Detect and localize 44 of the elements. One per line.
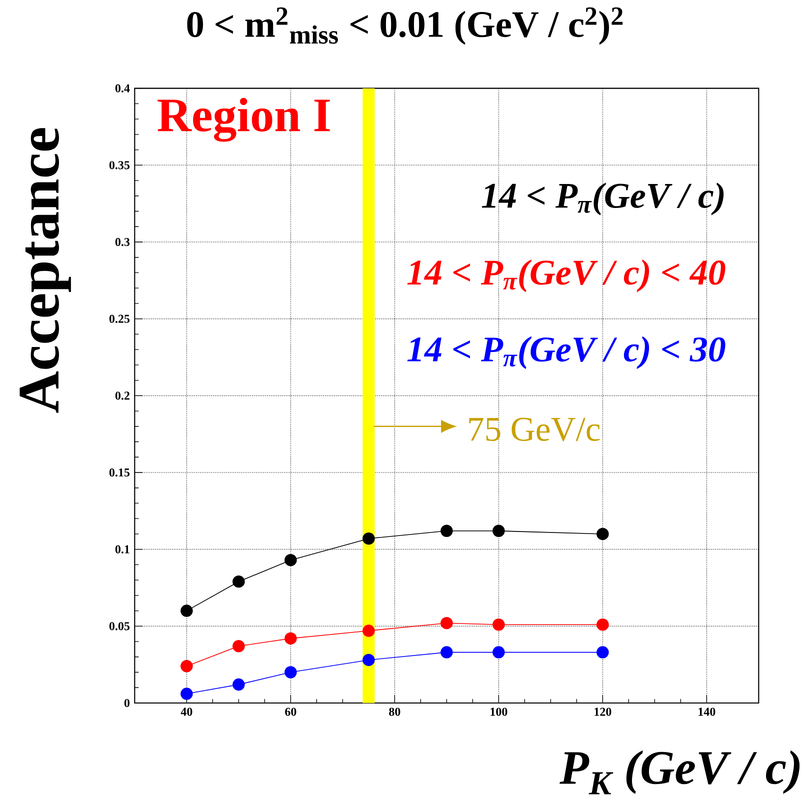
chart-title: 0 < m$^{2}$$_{miss}$ < 0.01 (GeV / c$^{2}$)$^{2}$ — [187, 7, 623, 45]
point — [232, 678, 245, 691]
point — [362, 654, 375, 666]
x-axis-title: P$_{K}$ (GeV / c) — [560, 750, 800, 794]
point — [440, 524, 453, 538]
point — [232, 640, 245, 652]
y-tick-label: 0.05 — [109, 622, 130, 630]
y-axis-title: Acceptance — [20, 128, 71, 413]
x-tick-label: 40 — [180, 708, 192, 716]
text: 14 < P$_{π}$(GeV / c) — [482, 182, 724, 216]
point — [284, 666, 297, 678]
y-tick-label: 0.1 — [115, 545, 130, 554]
x-tick-label: 60 — [285, 708, 296, 716]
x-tick-label: 100 — [490, 708, 508, 716]
point — [492, 618, 505, 631]
y-tick-label: 0.25 — [109, 314, 130, 323]
point — [284, 554, 297, 566]
point — [440, 616, 453, 630]
y-tick-label: 0.4 — [115, 84, 130, 92]
point — [492, 524, 505, 538]
point — [180, 604, 193, 617]
ref-line-label: 75 GeV/c — [469, 418, 600, 442]
point — [596, 646, 609, 658]
y-tick-label: 0.3 — [115, 238, 130, 246]
y-tick-label: 0.2 — [115, 392, 130, 400]
text: 14 < P$_{π}$(GeV / c) < 40 — [407, 259, 726, 292]
x-tick-label: 140 — [698, 708, 716, 716]
point — [596, 528, 609, 540]
text: 14 < P$_{π}$(GeV / c) < 30 — [407, 336, 726, 369]
point — [492, 646, 505, 658]
point — [362, 624, 375, 637]
annotation: Region I — [158, 98, 330, 142]
y-tick-label: 0.15 — [109, 468, 130, 477]
point — [232, 575, 245, 588]
x-tick-label: 80 — [389, 708, 400, 716]
y-tick-label: 0 — [124, 698, 130, 708]
point — [440, 646, 453, 658]
point — [180, 660, 193, 672]
x-tick-label: 120 — [594, 708, 612, 716]
point — [180, 688, 193, 700]
point — [284, 632, 297, 645]
point — [362, 532, 375, 545]
point — [596, 618, 609, 631]
y-tick-label: 0.35 — [109, 161, 130, 170]
